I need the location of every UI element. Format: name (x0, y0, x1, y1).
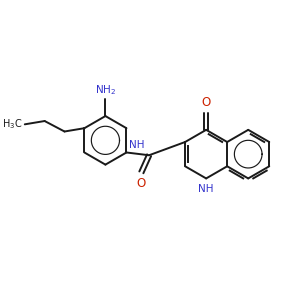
Text: NH$_2$: NH$_2$ (95, 83, 116, 97)
Text: H$_3$C: H$_3$C (2, 117, 22, 131)
Text: NH: NH (130, 140, 145, 150)
Text: O: O (202, 96, 211, 110)
Text: O: O (137, 177, 146, 190)
Text: NH: NH (198, 184, 214, 194)
